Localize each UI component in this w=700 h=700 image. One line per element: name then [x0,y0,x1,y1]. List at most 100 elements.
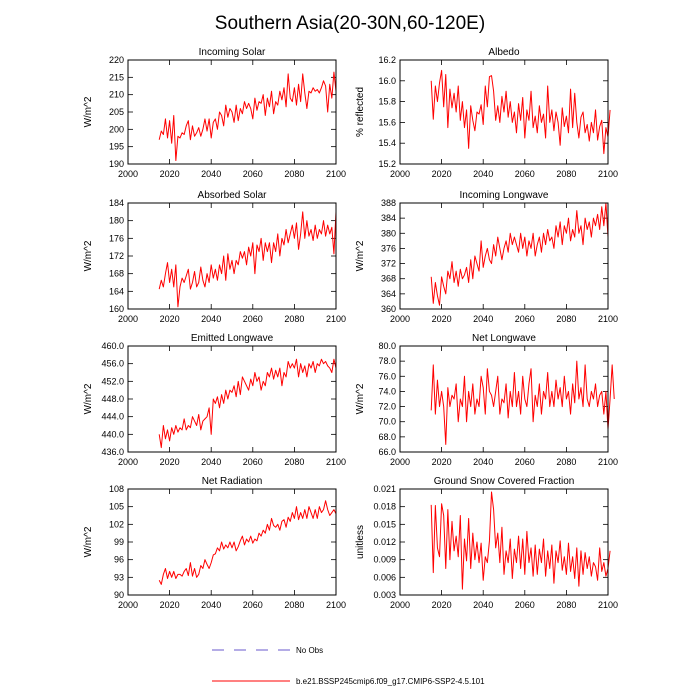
data-point [470,406,471,407]
y-tick-label: 164 [109,286,124,296]
data-point [543,538,544,539]
data-point [458,421,459,422]
data-point [609,109,610,110]
data-point [433,119,434,120]
data-point [277,524,278,525]
data-point [483,387,484,388]
data-point [557,122,558,123]
panel-title: Absorbed Solar [198,190,268,201]
data-point [441,391,442,392]
data-point [555,550,556,551]
data-point [443,515,444,516]
data-point [499,122,500,123]
data-point [281,99,282,100]
data-point [566,233,567,234]
y-tick-label: 99 [114,537,124,547]
data-point [499,248,500,249]
data-point [549,240,550,241]
data-point [246,538,247,539]
data-point [433,572,434,573]
data-point [329,233,330,234]
data-point [593,398,594,399]
data-point [460,398,461,399]
data-point [516,562,517,563]
data-point [219,264,220,265]
data-point [491,491,492,492]
data-point [528,120,529,121]
data-point [555,111,556,112]
panel-net-radiation: Net Radiation W/m^2 2000 2020 2040 2060 2080 21… [83,476,346,610]
data-point [468,391,469,392]
data-point [302,518,303,519]
data-point [495,391,496,392]
data-point [541,252,542,253]
data-point [576,361,577,362]
data-point [288,517,289,518]
data-point [219,550,220,551]
data-point [487,562,488,563]
data-point [539,105,540,106]
y-tick-label: 180 [109,216,124,226]
data-point [476,541,477,542]
data-point [493,406,494,407]
data-point [547,550,548,551]
data-point [294,518,295,519]
panel-net-longwave: Net Longwave W/m^2 2000 2020 2040 2060 2080 210… [355,333,618,467]
data-point [202,420,203,421]
x-tick-label: 2080 [284,314,304,324]
data-point [499,562,500,563]
x-tick-label: 2020 [160,600,180,610]
data-point [315,91,316,92]
data-point [238,120,239,121]
y-axis-label: unitless [355,525,366,559]
data-point [508,562,509,563]
data-point [209,407,210,408]
data-point [495,255,496,256]
x-tick-label: 2060 [515,169,535,179]
data-point [493,244,494,245]
data-point [233,541,234,542]
data-point [533,421,534,422]
data-point [173,286,174,287]
data-point [570,89,571,90]
data-point [464,127,465,128]
x-tick-label: 2020 [160,169,180,179]
data-point [437,295,438,296]
data-point [192,282,193,283]
data-point [495,547,496,548]
data-point [535,544,536,545]
data-point [468,282,469,283]
data-point [254,273,255,274]
data-point [520,568,521,569]
data-point [520,414,521,415]
y-tick-label: 205 [109,107,124,117]
data-point [514,111,515,112]
data-point [317,363,318,364]
data-point [547,372,548,373]
y-axis-label: % reflected [355,87,366,137]
data-point [177,574,178,575]
data-point [281,521,282,522]
data-point [329,367,330,368]
x-tick-label: 2080 [284,169,304,179]
data-point [568,218,569,219]
data-point [514,236,515,237]
data-point [165,118,166,119]
data-point [275,527,276,528]
data-point [605,127,606,128]
data-point [453,93,454,94]
data-point [181,277,182,278]
data-point [481,104,482,105]
data-point [165,273,166,274]
panel-title: Albedo [488,47,520,58]
data-point [294,367,295,368]
data-point [248,541,249,542]
data-point [537,574,538,575]
data-point [595,566,596,567]
y-tick-label: 364 [381,289,396,299]
data-point [570,571,571,572]
x-tick-label: 2100 [598,314,618,324]
data-point [549,568,550,569]
data-point [273,113,274,114]
data-point [238,546,239,547]
